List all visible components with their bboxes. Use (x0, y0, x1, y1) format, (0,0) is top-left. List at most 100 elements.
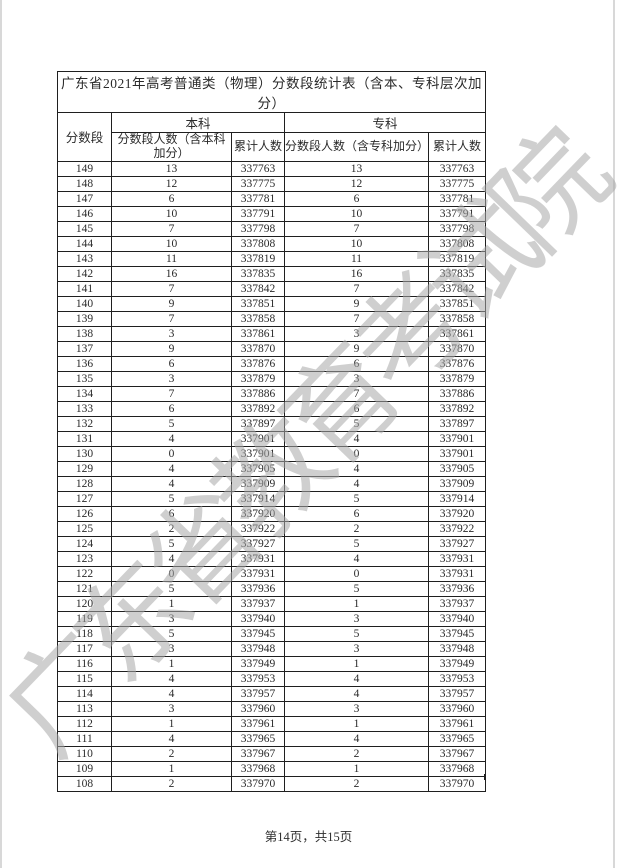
score-cell: 141 (57, 280, 112, 297)
benke-count-cell: 16 (111, 265, 232, 282)
zhuanke-cum-cell: 337965 (428, 730, 486, 747)
col-header-benke-cum: 累计人数 (231, 132, 285, 162)
table-bottom-stub (484, 774, 485, 780)
zhuanke-cum-cell: 337798 (428, 220, 486, 237)
zhuanke-cum-cell: 337931 (428, 550, 486, 567)
table-bottom-stub (284, 774, 285, 780)
zhuanke-cum-cell: 337851 (428, 295, 486, 312)
table-row: 112 1 337961 1 337961 (57, 715, 486, 732)
zhuanke-count-cell: 2 (284, 745, 429, 762)
zhuanke-count-cell: 3 (284, 640, 429, 657)
zhuanke-count-cell: 5 (284, 415, 429, 432)
zhuanke-cum-cell: 337931 (428, 565, 486, 582)
score-cell: 123 (57, 550, 112, 567)
zhuanke-count-cell: 0 (284, 565, 429, 582)
zhuanke-count-cell: 4 (284, 730, 429, 747)
table-row: 123 4 337931 4 337931 (57, 550, 486, 567)
zhuanke-count-cell: 4 (284, 475, 429, 492)
zhuanke-cum-cell: 337781 (428, 190, 486, 207)
score-cell: 131 (57, 430, 112, 447)
score-distribution-table: 广东省2021年高考普通类（物理）分数段统计表（含本、专科层次加分） 分数段 本… (57, 71, 486, 792)
benke-cum-cell: 337905 (231, 460, 285, 477)
score-cell: 117 (57, 640, 112, 657)
benke-cum-cell: 337931 (231, 565, 285, 582)
score-cell: 111 (57, 730, 112, 747)
benke-cum-cell: 337967 (231, 745, 285, 762)
score-cell: 125 (57, 520, 112, 537)
table-row: 128 4 337909 4 337909 (57, 475, 486, 492)
zhuanke-count-cell: 5 (284, 490, 429, 507)
table-row: 122 0 337931 0 337931 (57, 565, 486, 582)
table-row: 119 3 337940 3 337940 (57, 610, 486, 627)
score-cell: 134 (57, 385, 112, 402)
zhuanke-count-cell: 10 (284, 235, 429, 252)
zhuanke-count-cell: 0 (284, 445, 429, 462)
table-bottom-stub (57, 774, 58, 780)
benke-cum-cell: 337808 (231, 235, 285, 252)
zhuanke-count-cell: 6 (284, 190, 429, 207)
table-bottom-stub (428, 774, 429, 780)
zhuanke-cum-cell: 337957 (428, 685, 486, 702)
table-row: 138 3 337861 3 337861 (57, 325, 486, 342)
benke-count-cell: 5 (111, 490, 232, 507)
title-row: 广东省2021年高考普通类（物理）分数段统计表（含本、专科层次加分） (57, 71, 486, 113)
table-row: 137 9 337870 9 337870 (57, 340, 486, 357)
score-cell: 143 (57, 250, 112, 267)
score-cell: 108 (57, 775, 112, 792)
benke-count-cell: 4 (111, 730, 232, 747)
table-row: 129 4 337905 4 337905 (57, 460, 486, 477)
zhuanke-count-cell: 6 (284, 400, 429, 417)
zhuanke-cum-cell: 337945 (428, 625, 486, 642)
table-row: 126 6 337920 6 337920 (57, 505, 486, 522)
zhuanke-cum-cell: 337808 (428, 235, 486, 252)
zhuanke-cum-cell: 337920 (428, 505, 486, 522)
table-row: 131 4 337901 4 337901 (57, 430, 486, 447)
table-row: 110 2 337967 2 337967 (57, 745, 486, 762)
zhuanke-cum-cell: 337835 (428, 265, 486, 282)
zhuanke-count-cell: 2 (284, 520, 429, 537)
benke-cum-cell: 337842 (231, 280, 285, 297)
zhuanke-count-cell: 3 (284, 610, 429, 627)
benke-cum-cell: 337835 (231, 265, 285, 282)
benke-cum-cell: 337940 (231, 610, 285, 627)
benke-count-cell: 2 (111, 520, 232, 537)
table-row: 147 6 337781 6 337781 (57, 190, 486, 207)
score-cell: 109 (57, 760, 112, 777)
benke-cum-cell: 337937 (231, 595, 285, 612)
score-cell: 144 (57, 235, 112, 252)
benke-cum-cell: 337914 (231, 490, 285, 507)
table-row: 145 7 337798 7 337798 (57, 220, 486, 237)
table-row: 140 9 337851 9 337851 (57, 295, 486, 312)
benke-count-cell: 10 (111, 205, 232, 222)
benke-cum-cell: 337936 (231, 580, 285, 597)
zhuanke-cum-cell: 337897 (428, 415, 486, 432)
score-cell: 114 (57, 685, 112, 702)
table-row: 125 2 337922 2 337922 (57, 520, 486, 537)
benke-cum-cell: 337879 (231, 370, 285, 387)
benke-count-cell: 4 (111, 685, 232, 702)
score-cell: 110 (57, 745, 112, 762)
zhuanke-count-cell: 11 (284, 250, 429, 267)
zhuanke-cum-cell: 337791 (428, 205, 486, 222)
zhuanke-cum-cell: 337858 (428, 310, 486, 327)
zhuanke-cum-cell: 337953 (428, 670, 486, 687)
page-number: 第14页，共15页 (264, 830, 353, 844)
zhuanke-count-cell: 3 (284, 325, 429, 342)
benke-count-cell: 7 (111, 310, 232, 327)
table-row: 132 5 337897 5 337897 (57, 415, 486, 432)
benke-count-cell: 3 (111, 325, 232, 342)
benke-count-cell: 7 (111, 220, 232, 237)
benke-count-cell: 0 (111, 445, 232, 462)
col-group-benke: 本科 (111, 112, 285, 133)
score-cell: 126 (57, 505, 112, 522)
zhuanke-count-cell: 1 (284, 655, 429, 672)
page-edge-right (613, 0, 615, 868)
col-header-zhuanke-count: 分数段人数（含专科加分） (284, 132, 429, 162)
zhuanke-count-cell: 3 (284, 700, 429, 717)
score-cell: 145 (57, 220, 112, 237)
benke-count-cell: 5 (111, 580, 232, 597)
benke-cum-cell: 337901 (231, 430, 285, 447)
score-cell: 122 (57, 565, 112, 582)
score-cell: 137 (57, 340, 112, 357)
zhuanke-cum-cell: 337901 (428, 445, 486, 462)
